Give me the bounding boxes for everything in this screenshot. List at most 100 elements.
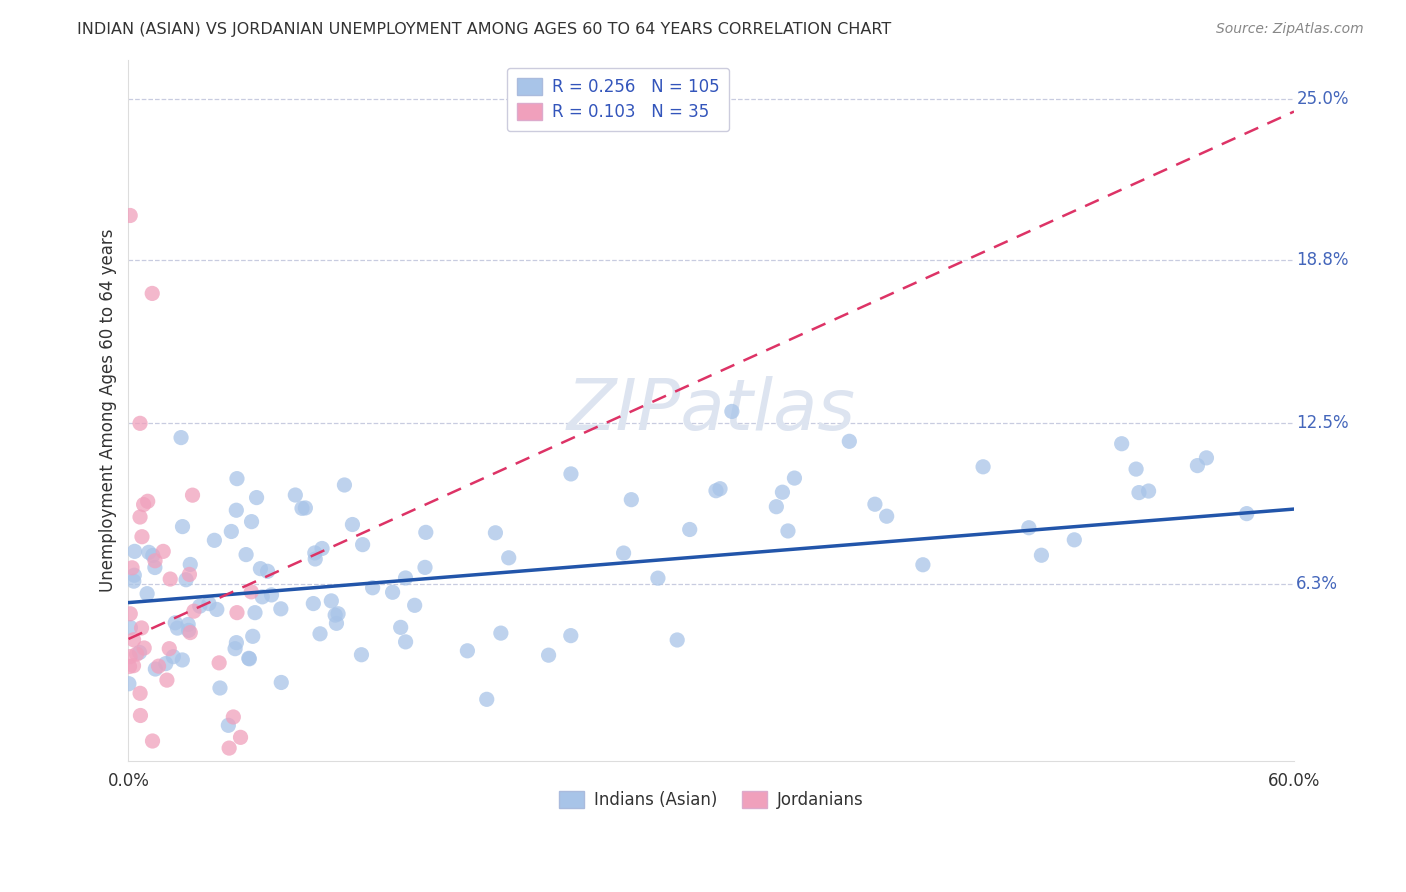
Point [304, 546, 326, 560]
Point [143, 662, 166, 676]
Point [537, 648, 560, 663]
Point [323, 608, 346, 623]
Point [125, 647, 148, 661]
Point [238, 651, 260, 665]
Point [560, 467, 582, 481]
Point [361, 581, 384, 595]
Point [124, 544, 146, 558]
Point [162, 649, 184, 664]
Point [118, 659, 141, 673]
Point [709, 482, 731, 496]
Point [132, 498, 155, 512]
Point [165, 615, 187, 630]
Point [124, 568, 146, 582]
Point [118, 677, 141, 691]
Point [311, 541, 333, 556]
Text: 25.0%: 25.0% [1296, 89, 1348, 108]
Point [226, 606, 249, 620]
Point [838, 434, 860, 449]
Point [225, 635, 247, 649]
Point [291, 501, 314, 516]
Legend: Indians (Asian), Jordanians: Indians (Asian), Jordanians [553, 784, 870, 816]
Point [309, 627, 332, 641]
Point [152, 544, 174, 558]
Point [131, 530, 153, 544]
Point [129, 510, 152, 524]
Point [155, 657, 177, 671]
Point [120, 621, 142, 635]
Point [413, 560, 436, 574]
Point [666, 632, 689, 647]
Point [122, 658, 145, 673]
Point [776, 524, 799, 538]
Point [156, 673, 179, 687]
Point [284, 488, 307, 502]
Point [181, 488, 204, 502]
Point [1125, 462, 1147, 476]
Point [177, 617, 200, 632]
Point [179, 625, 201, 640]
Point [326, 607, 349, 621]
Point [1111, 436, 1133, 450]
Point [613, 546, 636, 560]
Point [129, 417, 152, 431]
Point [240, 585, 263, 599]
Point [208, 681, 231, 695]
Text: 60.0%: 60.0% [1268, 772, 1320, 790]
Point [134, 640, 156, 655]
Text: 0.0%: 0.0% [107, 772, 149, 790]
Point [972, 459, 994, 474]
Point [141, 734, 163, 748]
Point [484, 525, 506, 540]
Point [404, 599, 426, 613]
Point [770, 485, 793, 500]
Text: 6.3%: 6.3% [1296, 575, 1339, 593]
Point [270, 602, 292, 616]
Point [222, 710, 245, 724]
Point [225, 503, 247, 517]
Point [783, 471, 806, 485]
Point [202, 533, 225, 548]
Point [342, 517, 364, 532]
Point [1187, 458, 1209, 473]
Point [721, 404, 744, 418]
Point [243, 606, 266, 620]
Point [911, 558, 934, 572]
Point [177, 624, 200, 638]
Point [138, 545, 160, 559]
Point [224, 641, 246, 656]
Point [198, 597, 221, 611]
Point [170, 431, 193, 445]
Point [333, 478, 356, 492]
Point [1195, 450, 1218, 465]
Point [475, 692, 498, 706]
Point [394, 635, 416, 649]
Point [129, 686, 152, 700]
Point [1128, 485, 1150, 500]
Y-axis label: Unemployment Among Ages 60 to 64 years: Unemployment Among Ages 60 to 64 years [100, 228, 117, 592]
Point [456, 644, 478, 658]
Text: 12.5%: 12.5% [1296, 414, 1348, 433]
Point [325, 616, 347, 631]
Point [143, 560, 166, 574]
Point [221, 524, 243, 539]
Point [498, 550, 520, 565]
Point [620, 492, 643, 507]
Point [249, 561, 271, 575]
Point [174, 573, 197, 587]
Point [129, 708, 152, 723]
Point [352, 538, 374, 552]
Text: INDIAN (ASIAN) VS JORDANIAN UNEMPLOYMENT AMONG AGES 60 TO 64 YEARS CORRELATION C: INDIAN (ASIAN) VS JORDANIAN UNEMPLOYMENT… [77, 22, 891, 37]
Point [1236, 507, 1258, 521]
Point [122, 632, 145, 647]
Point [321, 594, 343, 608]
Point [128, 645, 150, 659]
Point [1018, 521, 1040, 535]
Point [863, 497, 886, 511]
Point [394, 571, 416, 585]
Point [302, 597, 325, 611]
Point [141, 286, 163, 301]
Point [159, 572, 181, 586]
Point [389, 620, 412, 634]
Point [166, 621, 188, 635]
